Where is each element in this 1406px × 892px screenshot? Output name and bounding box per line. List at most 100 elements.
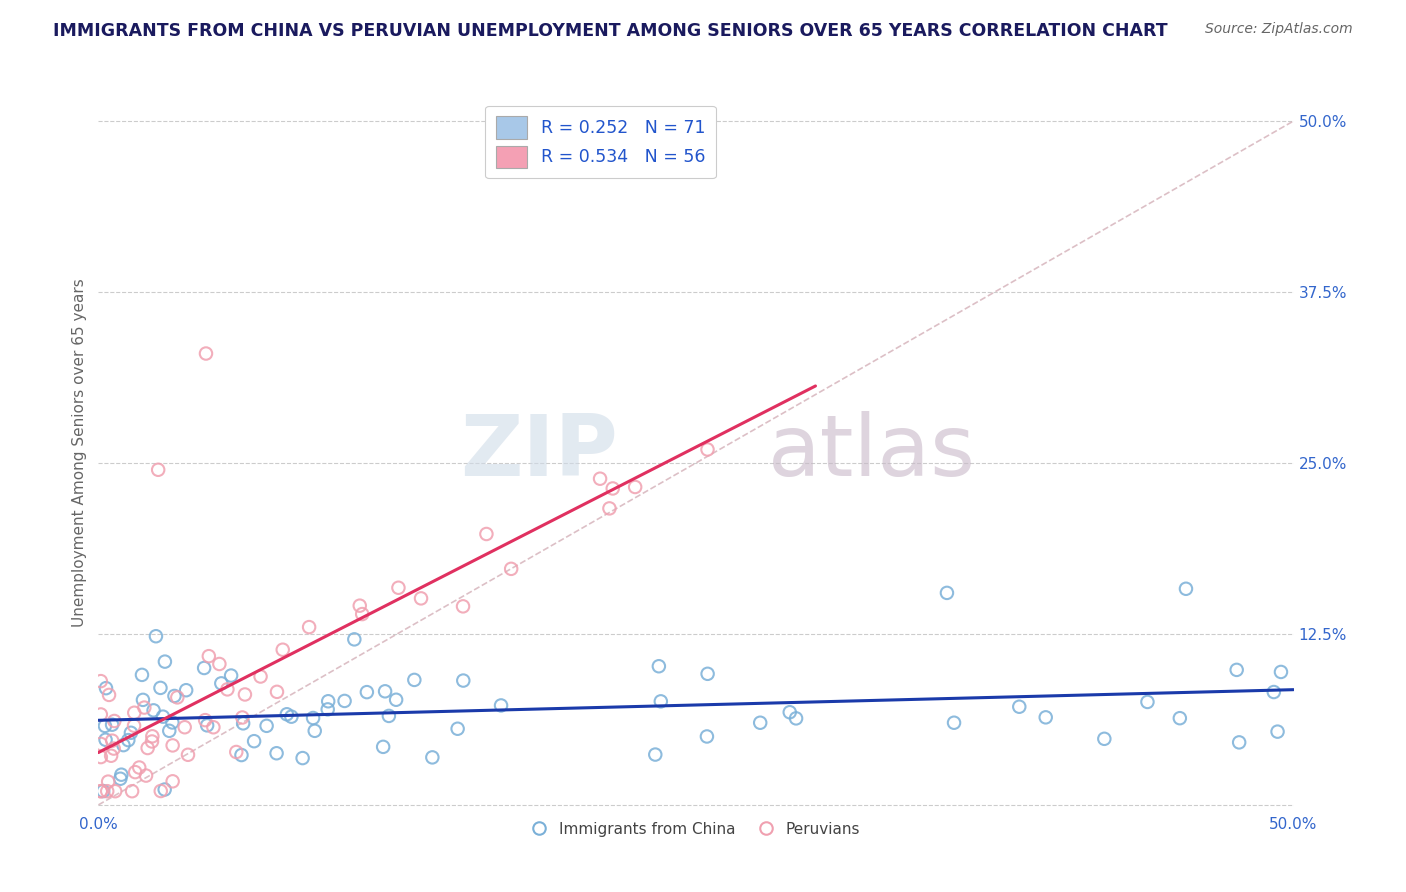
Point — [219, 668, 242, 682]
Point — [90, 784, 112, 798]
Point — [94, 732, 117, 747]
Point — [97, 774, 120, 789]
Point — [94, 681, 117, 695]
Point — [385, 692, 408, 706]
Point — [141, 734, 163, 748]
Point — [1136, 695, 1159, 709]
Point — [1175, 582, 1198, 596]
Point — [98, 688, 121, 702]
Point — [316, 702, 339, 716]
Point — [1035, 710, 1057, 724]
Point — [193, 661, 215, 675]
Point — [602, 482, 624, 496]
Point — [1270, 665, 1292, 679]
Point — [650, 694, 672, 708]
Point — [91, 784, 114, 798]
Point — [276, 707, 298, 722]
Point — [149, 681, 172, 695]
Point — [100, 748, 122, 763]
Point — [103, 741, 125, 756]
Point — [374, 684, 396, 698]
Point — [304, 723, 326, 738]
Point — [101, 733, 124, 747]
Point — [122, 719, 145, 733]
Point — [1227, 735, 1250, 749]
Point — [696, 666, 718, 681]
Point — [117, 733, 139, 747]
Point — [696, 730, 718, 744]
Point — [162, 715, 184, 730]
Point — [177, 747, 200, 762]
Point — [409, 591, 432, 606]
Point — [356, 685, 378, 699]
Point — [209, 676, 232, 690]
Point — [343, 632, 366, 647]
Point — [142, 703, 165, 717]
Point — [1168, 711, 1191, 725]
Point — [387, 581, 409, 595]
Point — [280, 709, 302, 723]
Point — [936, 586, 959, 600]
Point — [422, 750, 444, 764]
Point — [333, 694, 356, 708]
Point — [163, 689, 186, 703]
Point — [446, 722, 468, 736]
Point — [141, 729, 163, 743]
Point — [451, 599, 474, 614]
Point — [96, 784, 118, 798]
Point — [136, 741, 159, 756]
Text: ZIP: ZIP — [461, 411, 619, 494]
Point — [349, 599, 371, 613]
Point — [202, 720, 225, 734]
Point — [225, 745, 247, 759]
Point — [404, 673, 426, 687]
Point — [112, 738, 135, 752]
Point — [453, 673, 475, 688]
Point — [174, 683, 197, 698]
Point — [217, 682, 239, 697]
Point — [90, 674, 112, 689]
Point — [749, 715, 772, 730]
Point — [153, 782, 176, 797]
Point — [152, 709, 174, 723]
Point — [779, 705, 801, 719]
Point — [352, 607, 374, 621]
Point — [162, 739, 184, 753]
Point — [110, 772, 132, 786]
Point — [291, 751, 314, 765]
Point — [624, 480, 647, 494]
Point — [233, 688, 256, 702]
Point — [648, 659, 671, 673]
Point — [298, 620, 321, 634]
Point — [696, 442, 718, 457]
Point — [266, 746, 288, 760]
Point — [162, 774, 184, 789]
Text: Source: ZipAtlas.com: Source: ZipAtlas.com — [1205, 22, 1353, 37]
Point — [128, 760, 150, 774]
Y-axis label: Unemployment Among Seniors over 65 years: Unemployment Among Seniors over 65 years — [72, 278, 87, 627]
Point — [1263, 685, 1285, 699]
Point — [231, 710, 253, 724]
Legend: Immigrants from China, Peruvians: Immigrants from China, Peruvians — [526, 816, 866, 844]
Point — [256, 719, 278, 733]
Point — [198, 649, 221, 664]
Point — [157, 723, 180, 738]
Point — [110, 767, 132, 781]
Point — [124, 706, 146, 720]
Point — [103, 714, 125, 728]
Point — [475, 527, 498, 541]
Point — [243, 734, 266, 748]
Point — [135, 769, 157, 783]
Point — [124, 765, 146, 780]
Point — [153, 655, 176, 669]
Point — [173, 720, 195, 734]
Point — [598, 501, 620, 516]
Point — [194, 713, 217, 727]
Point — [316, 694, 339, 708]
Point — [166, 690, 188, 705]
Point — [1008, 699, 1031, 714]
Point — [149, 784, 172, 798]
Point — [501, 562, 523, 576]
Point — [121, 784, 143, 798]
Point — [132, 693, 155, 707]
